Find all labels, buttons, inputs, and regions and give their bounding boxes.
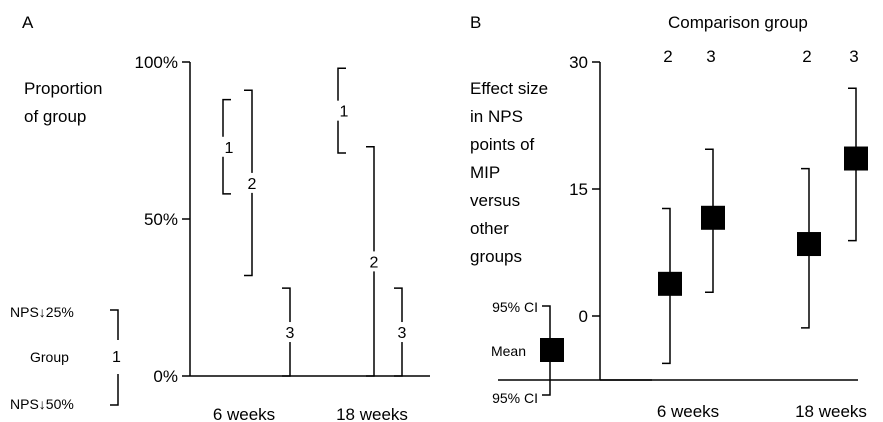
label-background [282, 322, 298, 343]
panel-letter: B [470, 13, 481, 32]
mean-marker [658, 271, 682, 296]
range-label: 2 [370, 254, 379, 271]
range-label: 3 [286, 325, 295, 342]
y-tick-label: 0 [579, 307, 588, 326]
group-label: 2 [802, 47, 811, 66]
y-tick-label: 15 [569, 180, 588, 199]
group-label: 3 [849, 47, 858, 66]
legend-group-number: 1 [112, 349, 121, 366]
x-tick-label: 18 weeks [336, 405, 408, 422]
legend-ci-upper-label: 95% CI [492, 299, 538, 315]
y-axis-label: MIP [470, 163, 500, 182]
y-axis-label: in NPS [470, 107, 523, 126]
y-axis-label: Proportion [24, 79, 102, 98]
legend-bracket [110, 309, 119, 340]
y-axis-label: points of [470, 135, 535, 154]
y-axis-label: of group [24, 107, 86, 126]
x-tick-label: 6 weeks [657, 402, 719, 421]
range-label: 3 [398, 325, 407, 342]
panel-a: A Proportion of group 100% 50% 0% 1 1 2 2 3 3 6 week… [10, 13, 430, 422]
legend-mean-label: Mean [491, 343, 526, 359]
panel-b: B Comparison group Effect size in NPS points… [470, 13, 868, 421]
label-background [366, 251, 382, 272]
y-tick-label: 50% [144, 210, 178, 229]
legend-group-label: Group [30, 349, 69, 365]
range-label: 1 [340, 104, 349, 121]
mean-marker [701, 205, 725, 230]
panel-letter: A [22, 13, 34, 32]
y-axis-label: Effect size [470, 79, 548, 98]
chart-title: Comparison group [668, 13, 808, 32]
x-tick-label: 6 weeks [213, 405, 275, 422]
range-label: 2 [248, 176, 257, 193]
x-tick-label: 18 weeks [795, 402, 867, 421]
label-background [215, 136, 231, 157]
y-tick-label: 100% [135, 53, 178, 72]
legend-mean-marker [540, 338, 564, 362]
group-label: 2 [663, 47, 672, 66]
y-axis-label: versus [470, 191, 520, 210]
mean-marker [844, 146, 868, 171]
group-label: 3 [706, 47, 715, 66]
legend-lower-label: NPS↓50% [10, 396, 74, 412]
legend-ci-lower-label: 95% CI [492, 390, 538, 406]
y-tick-label: 30 [569, 53, 588, 72]
y-axis-label: other [470, 219, 509, 238]
y-tick-label: 0% [153, 367, 178, 386]
y-axis-label: groups [470, 247, 522, 266]
label-background [330, 100, 346, 121]
label-background [244, 172, 260, 193]
legend-upper-label: NPS↓25% [10, 304, 74, 320]
mean-marker [797, 232, 821, 257]
label-background [394, 322, 410, 343]
range-label: 1 [225, 140, 234, 157]
legend-bracket [110, 374, 119, 406]
